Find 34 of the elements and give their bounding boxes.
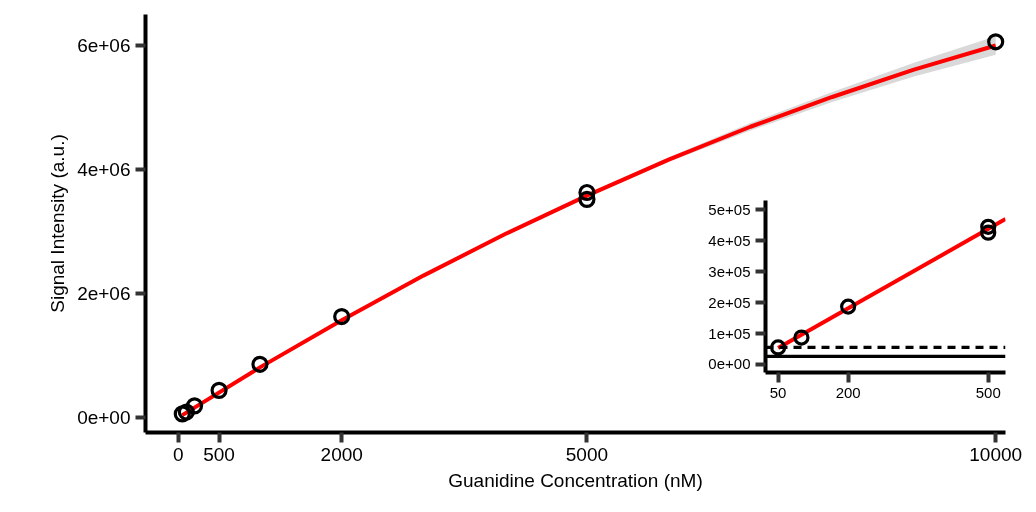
y-tick-label: 1e+05 — [708, 324, 751, 342]
y-tick-label: 3e+05 — [708, 262, 751, 280]
point — [980, 224, 997, 241]
point — [210, 381, 228, 399]
y-tick-label: 2e+06 — [77, 283, 131, 305]
y-tick-label: 5e+05 — [708, 200, 751, 218]
y-tick-label: 6e+06 — [77, 35, 131, 57]
x-tick-label: 10000 — [969, 443, 1023, 465]
x-tick-label: 2000 — [320, 443, 363, 465]
point — [793, 329, 810, 346]
x-tick-label: 200 — [835, 383, 861, 401]
point — [185, 397, 204, 415]
x-axis-title: Guanidine Concentration (nM) — [448, 469, 703, 491]
point — [840, 298, 857, 315]
point — [987, 33, 1005, 51]
point — [578, 190, 596, 208]
y-tick-label: 2e+05 — [708, 293, 751, 311]
x-tick-label: 0 — [172, 443, 184, 465]
point — [770, 339, 787, 356]
y-tick-label: 0e+00 — [77, 407, 131, 429]
point — [980, 218, 997, 235]
x-tick-label: 5000 — [565, 443, 609, 465]
point — [177, 403, 195, 421]
point — [578, 183, 596, 202]
y-tick-label: 4e+05 — [708, 231, 751, 249]
x-tick-label: 500 — [203, 443, 235, 465]
x-tick-label: 500 — [975, 383, 1001, 401]
y-axis-title: Signal Intensity (a.u.) — [47, 134, 69, 313]
y-tick-label: 0e+00 — [708, 355, 751, 373]
y-tick-label: 4e+06 — [77, 159, 131, 181]
point — [251, 355, 269, 373]
point — [173, 405, 191, 423]
point — [333, 307, 351, 326]
x-tick-label: 50 — [769, 383, 787, 401]
